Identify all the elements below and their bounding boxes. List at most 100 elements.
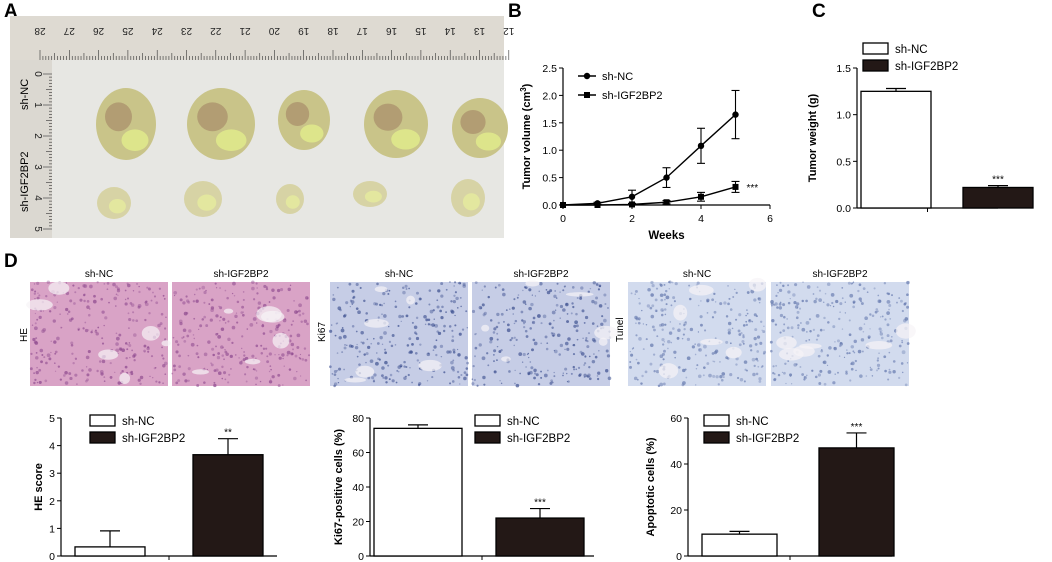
ruler-number: 12	[503, 25, 515, 36]
cell-nucleus	[531, 320, 536, 325]
cell-nucleus	[886, 334, 890, 338]
cell-nucleus	[663, 341, 666, 343]
legend-swatch	[862, 59, 889, 72]
cell-nucleus	[86, 305, 90, 309]
cell-nucleus	[219, 320, 221, 322]
cell-nucleus	[753, 313, 757, 317]
cell-nucleus	[442, 329, 446, 333]
cell-nucleus	[384, 376, 388, 380]
cell-nucleus	[754, 328, 758, 332]
cell-nucleus	[656, 335, 659, 338]
cell-nucleus	[106, 281, 110, 285]
cell-nucleus	[515, 383, 520, 388]
cell-nucleus	[640, 382, 643, 385]
cell-nucleus	[471, 309, 476, 314]
cell-nucleus	[203, 290, 207, 295]
side-ruler-number: 0	[32, 71, 43, 77]
cell-nucleus	[559, 304, 564, 309]
cell-nucleus	[397, 370, 400, 373]
cell-nucleus	[489, 336, 494, 341]
cell-nucleus	[889, 339, 893, 343]
cell-nucleus	[391, 379, 395, 383]
y-tick-label: 0.5	[836, 156, 851, 168]
cell-nucleus	[743, 380, 746, 383]
panel-letter-b: B	[508, 1, 522, 22]
tissue-background	[628, 282, 766, 386]
cell-nucleus	[738, 343, 742, 347]
cell-nucleus	[76, 383, 78, 385]
cell-nucleus	[231, 325, 236, 330]
cell-nucleus	[588, 377, 592, 381]
cell-nucleus	[415, 316, 419, 320]
histology-title: sh-NC	[682, 269, 712, 280]
cell-nucleus	[685, 321, 687, 323]
cell-nucleus	[128, 327, 130, 329]
cell-nucleus	[348, 282, 352, 286]
cell-nucleus	[583, 364, 585, 366]
cell-nucleus	[665, 295, 670, 300]
cell-nucleus	[456, 370, 460, 374]
histology-image	[769, 280, 916, 387]
cell-nucleus	[251, 280, 255, 285]
cell-nucleus	[396, 369, 399, 372]
cell-nucleus	[866, 291, 869, 293]
cell-nucleus	[566, 381, 569, 383]
cell-nucleus	[432, 349, 435, 351]
tissue-background	[330, 282, 468, 386]
cell-nucleus	[355, 330, 358, 333]
cell-nucleus	[566, 372, 568, 375]
cell-nucleus	[708, 373, 712, 378]
y-axis-label: Ki67-positive cells (%)	[333, 429, 345, 545]
cell-nucleus	[244, 373, 247, 376]
histology-row-label: Ki67	[317, 321, 328, 342]
cell-nucleus	[434, 323, 439, 328]
cell-nucleus	[653, 369, 656, 373]
cell-nucleus	[263, 284, 267, 289]
cell-nucleus	[147, 350, 150, 353]
cell-nucleus	[294, 354, 298, 358]
cell-nucleus	[500, 349, 503, 352]
cell-nucleus	[670, 304, 673, 307]
cell-nucleus	[268, 380, 273, 384]
cell-nucleus	[415, 336, 420, 341]
cell-nucleus	[161, 354, 164, 357]
cell-nucleus	[757, 365, 760, 368]
cell-nucleus	[394, 305, 398, 309]
cell-nucleus	[531, 294, 533, 296]
cell-nucleus	[835, 299, 839, 304]
cell-nucleus	[178, 319, 183, 324]
cell-nucleus	[834, 373, 836, 375]
cell-nucleus	[668, 280, 672, 284]
cell-nucleus	[135, 282, 139, 286]
cell-nucleus	[660, 323, 665, 327]
cell-nucleus	[260, 344, 263, 347]
cell-nucleus	[382, 377, 385, 379]
cell-nucleus	[246, 328, 249, 330]
cell-nucleus	[227, 337, 231, 342]
cell-nucleus	[874, 310, 878, 314]
cell-nucleus	[533, 376, 536, 380]
cell-nucleus	[42, 310, 45, 312]
cell-nucleus	[721, 372, 726, 376]
cell-nucleus	[735, 318, 738, 321]
cell-nucleus	[249, 322, 254, 327]
cell-nucleus	[636, 378, 639, 381]
cell-nucleus	[525, 366, 527, 368]
cell-nucleus	[580, 286, 584, 290]
cell-nucleus	[871, 314, 875, 318]
cell-nucleus	[464, 356, 468, 360]
cell-nucleus	[809, 330, 812, 333]
cell-nucleus	[360, 341, 362, 343]
cell-nucleus	[863, 323, 866, 325]
cell-nucleus	[405, 288, 408, 290]
cell-nucleus	[641, 309, 643, 312]
cell-nucleus	[387, 292, 390, 295]
cell-nucleus	[216, 355, 221, 360]
cell-nucleus	[562, 374, 564, 377]
cell-nucleus	[343, 313, 347, 317]
cell-nucleus	[564, 285, 567, 288]
cell-nucleus	[554, 349, 558, 354]
cell-nucleus	[794, 283, 798, 287]
